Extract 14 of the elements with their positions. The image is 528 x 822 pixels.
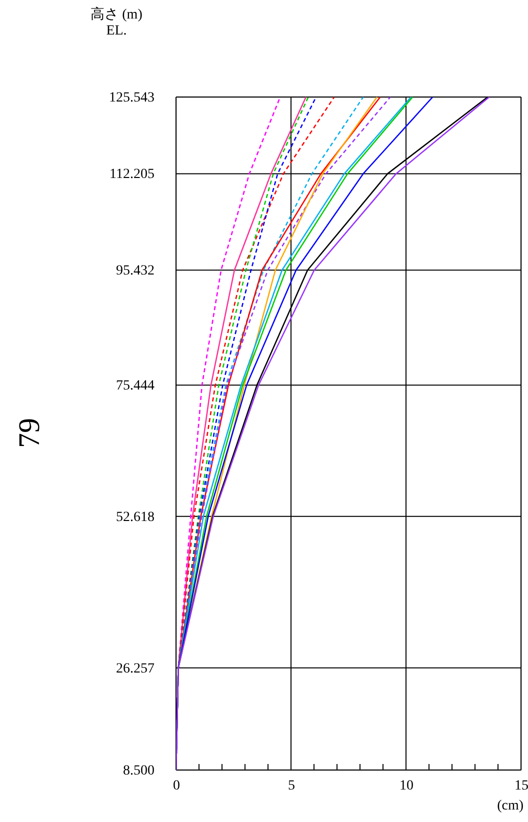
y-tick-label: 26.257 — [116, 661, 154, 676]
y-tick-label: 125.543 — [109, 90, 154, 106]
y-tick-label: 112.205 — [110, 167, 154, 182]
x-tick-label: 5 — [288, 778, 295, 794]
y-tick-label: 8.500 — [123, 764, 154, 778]
x-axis-title: (cm) — [497, 798, 524, 814]
y-axis-title: 高さ (m) EL. — [90, 6, 143, 38]
y-tick-label: 95.432 — [116, 264, 154, 279]
x-tick-label: 10 — [400, 778, 414, 794]
x-tick-label: 15 — [514, 778, 528, 794]
y-tick-label: 52.618 — [116, 510, 154, 525]
x-tick-label: 0 — [173, 778, 180, 794]
text: 79 — [13, 418, 46, 448]
y-tick-label: 75.444 — [116, 378, 154, 394]
